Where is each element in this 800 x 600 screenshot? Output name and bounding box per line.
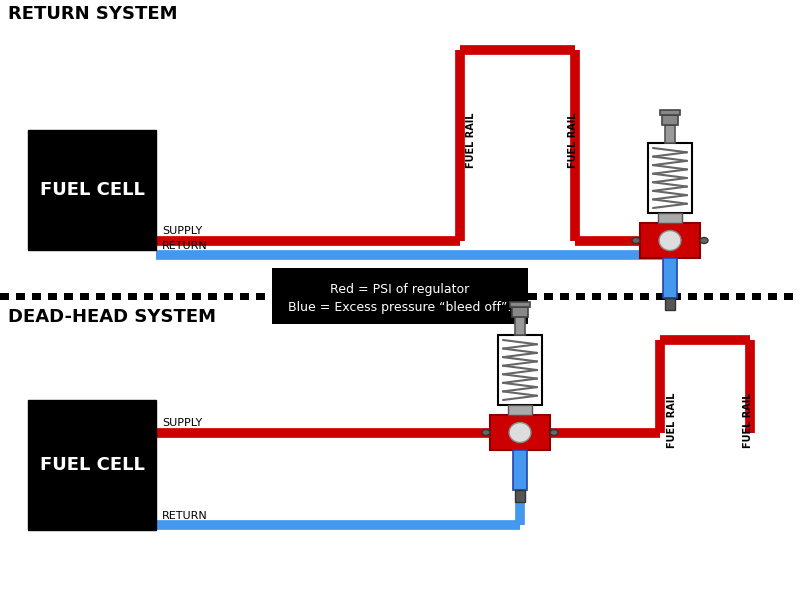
Bar (272, 293, 281, 300)
Bar (672, 293, 681, 300)
Bar (224, 293, 233, 300)
Bar (28, 400, 156, 530)
Bar (208, 293, 217, 300)
Bar (576, 293, 585, 300)
Bar (480, 293, 489, 300)
Bar (0, 293, 9, 300)
Bar (640, 223, 700, 258)
Text: FUEL CELL: FUEL CELL (39, 456, 145, 474)
Bar (496, 293, 505, 300)
Ellipse shape (659, 230, 681, 251)
Bar (240, 293, 249, 300)
Bar (512, 307, 528, 317)
Bar (432, 293, 441, 300)
Bar (640, 293, 649, 300)
Text: Red = PSI of regulator: Red = PSI of regulator (330, 283, 470, 296)
Bar (662, 115, 678, 125)
Text: SUPPLY: SUPPLY (162, 418, 202, 427)
Text: SUPPLY: SUPPLY (162, 226, 202, 235)
Bar (490, 415, 550, 450)
Bar (624, 293, 633, 300)
Bar (336, 293, 345, 300)
Bar (96, 293, 105, 300)
Bar (192, 293, 201, 300)
Bar (64, 293, 73, 300)
Bar (416, 293, 425, 300)
Bar (704, 293, 713, 300)
Bar (272, 268, 528, 324)
Text: FUEL CELL: FUEL CELL (39, 181, 145, 199)
Bar (665, 125, 675, 143)
Bar (48, 293, 57, 300)
Bar (448, 293, 457, 300)
Text: RETURN: RETURN (162, 241, 208, 251)
Bar (368, 293, 377, 300)
Bar (658, 213, 682, 223)
Bar (656, 293, 665, 300)
Bar (160, 293, 169, 300)
Bar (352, 293, 361, 300)
Bar (752, 293, 761, 300)
Bar (176, 293, 185, 300)
Bar (720, 293, 729, 300)
Text: DEAD-HEAD SYSTEM: DEAD-HEAD SYSTEM (8, 308, 216, 326)
Bar (28, 130, 156, 250)
Bar (512, 293, 521, 300)
Bar (515, 317, 525, 335)
Bar (288, 293, 297, 300)
Bar (384, 293, 393, 300)
Bar (256, 293, 265, 300)
Bar (513, 450, 527, 490)
Bar (665, 298, 675, 310)
Bar (320, 293, 329, 300)
Ellipse shape (550, 430, 558, 436)
Bar (400, 293, 409, 300)
Bar (528, 293, 537, 300)
Text: RETURN SYSTEM: RETURN SYSTEM (8, 5, 178, 23)
Ellipse shape (509, 422, 531, 443)
Bar (544, 293, 553, 300)
Ellipse shape (482, 430, 490, 436)
Bar (592, 293, 601, 300)
Bar (32, 293, 41, 300)
Bar (508, 405, 532, 415)
Bar (784, 293, 793, 300)
Text: Blue = Excess pressure “bleed off”.: Blue = Excess pressure “bleed off”. (288, 301, 512, 314)
Bar (112, 293, 121, 300)
Bar (80, 293, 89, 300)
Bar (688, 293, 697, 300)
Text: FUEL RAIL: FUEL RAIL (568, 112, 578, 168)
Bar (510, 302, 530, 307)
Bar (768, 293, 777, 300)
Text: FUEL RAIL: FUEL RAIL (667, 392, 677, 448)
Bar (304, 293, 313, 300)
Ellipse shape (700, 238, 708, 244)
Bar (736, 293, 745, 300)
Ellipse shape (632, 238, 640, 244)
Bar (560, 293, 569, 300)
Bar (16, 293, 25, 300)
Bar (648, 143, 692, 213)
Bar (144, 293, 153, 300)
Bar (498, 335, 542, 405)
Bar (515, 490, 525, 502)
Bar (660, 110, 680, 115)
Text: FUEL RAIL: FUEL RAIL (743, 392, 753, 448)
Bar (464, 293, 473, 300)
Text: RETURN: RETURN (162, 511, 208, 521)
Bar (128, 293, 137, 300)
Text: FUEL RAIL: FUEL RAIL (466, 112, 476, 168)
Bar (663, 258, 677, 298)
Bar (608, 293, 617, 300)
